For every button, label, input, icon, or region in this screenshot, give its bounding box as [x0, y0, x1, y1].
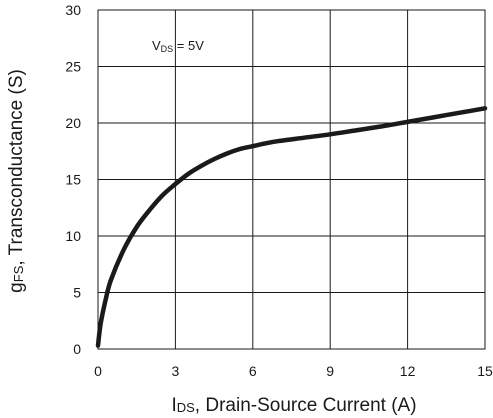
series-line: [95, 106, 488, 348]
x-tick-label: 9: [326, 363, 334, 379]
series-group: [95, 106, 488, 348]
x-tick-label: 12: [400, 363, 416, 379]
x-tick-label: 6: [249, 363, 257, 379]
y-tick-label: 5: [73, 285, 81, 301]
y-tick-label: 15: [65, 172, 81, 188]
x-tick-label: 3: [172, 363, 180, 379]
tick-labels: 0 3 6 9 12 15 0 5 10 15 20 25 30: [65, 2, 493, 379]
annotation-vds: VDS = 5V: [152, 38, 204, 54]
grid: [97, 9, 486, 350]
y-tick-label: 10: [65, 228, 81, 244]
y-tick-label: 25: [65, 59, 81, 75]
y-tick-label: 30: [65, 2, 81, 18]
y-axis-label: gFS, Transconductance (S): [6, 69, 27, 293]
x-axis-label: IDS, Drain-Source Current (A): [171, 395, 416, 416]
y-tick-label: 20: [65, 115, 81, 131]
plot-frame: [97, 9, 486, 350]
x-tick-label: 0: [94, 363, 102, 379]
y-tick-label: 0: [73, 341, 81, 357]
x-tick-label: 15: [477, 363, 493, 379]
